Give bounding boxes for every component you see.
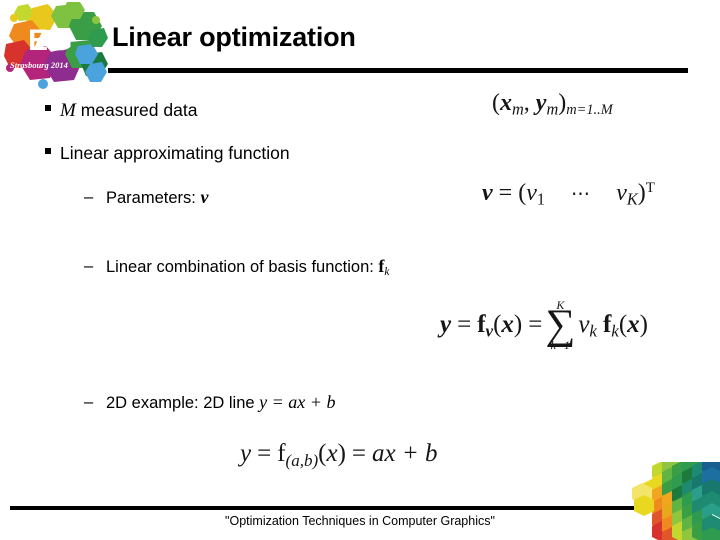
math-subscript-1: 1 xyxy=(536,189,546,209)
formula-data-pairs: (xm, ym)m=1..M xyxy=(492,90,613,117)
equals-sign: = xyxy=(528,310,543,338)
square-bullet-icon xyxy=(44,143,60,162)
sum-upper-limit: K xyxy=(556,298,565,312)
paren-close: ) xyxy=(639,310,648,338)
bullet-item-2d-example: – 2D example: 2D line y = ax + b xyxy=(84,392,335,413)
paren-open: ( xyxy=(318,440,327,467)
dash-bullet-icon: – xyxy=(84,393,94,411)
paren-open: ( xyxy=(492,90,500,116)
ellipsis: ⋯ xyxy=(571,184,591,205)
equals-sign: = xyxy=(457,310,472,338)
math-subscript-ab: (a,b) xyxy=(285,450,319,470)
math-symbol-M: M xyxy=(60,100,76,121)
bullet-item-linear-combination: – Linear combination of basis function: … xyxy=(84,256,390,279)
math-expression-line: y = ax + b xyxy=(259,392,336,412)
bullet-text: Linear approximating function xyxy=(60,143,290,163)
dash-bullet-icon: – xyxy=(84,188,94,206)
math-symbol-x: x xyxy=(500,90,512,116)
math-symbol-vK: v xyxy=(616,180,627,206)
math-symbol-f: f xyxy=(477,310,486,338)
math-symbol-v1: v xyxy=(526,180,537,206)
logo-polygons xyxy=(4,2,108,89)
bullet-text-label: 2D example: 2D line xyxy=(106,394,260,412)
math-symbol-x: x xyxy=(627,310,640,338)
bullet-text: 2D example: 2D line y = ax + b xyxy=(106,392,335,413)
math-subscript-k: k xyxy=(589,321,597,341)
bullet-text: M measured data xyxy=(60,100,197,122)
title-underline-rule xyxy=(108,68,688,73)
equals-sign: = xyxy=(498,180,513,206)
paren-close: ) xyxy=(337,440,346,467)
equals-sign: = xyxy=(257,440,272,467)
math-symbol-v: v xyxy=(200,187,209,207)
bullet-text-label: Linear combination of basis function: xyxy=(106,258,379,276)
math-expression-rhs: ax + b xyxy=(372,440,438,467)
math-subscript-m: m xyxy=(546,99,559,119)
equals-sign: = xyxy=(351,440,366,467)
paren-open: ( xyxy=(618,310,628,338)
svg-text:EG: EG xyxy=(28,24,73,57)
formula-parameter-vector: v = (v1 ⋯ vK)T xyxy=(482,180,655,207)
math-subscript-v: v xyxy=(485,321,494,341)
dash-bullet-icon: – xyxy=(84,257,94,275)
math-symbol-f: f xyxy=(378,256,385,276)
math-subscript-m: m xyxy=(512,99,524,119)
math-superscript-transpose: T xyxy=(645,179,655,196)
summation-operator: K ∑ k=1 xyxy=(545,299,575,351)
math-symbol-v: v xyxy=(482,180,493,206)
bullet-text: Parameters: v xyxy=(106,187,208,208)
logo-caption: Strasbourg 2014 xyxy=(10,60,68,70)
bullet-text-label: Parameters: xyxy=(106,189,201,207)
math-symbol-x: x xyxy=(501,310,514,338)
math-subscript-k: k xyxy=(384,266,390,279)
svg-text:Strasbourg 2014: Strasbourg 2014 xyxy=(10,60,68,70)
bullet-item-measured-data: M measured data xyxy=(44,100,197,122)
sigma-icon: ∑ xyxy=(545,302,576,348)
paren-close: ) xyxy=(513,310,523,338)
math-subscript-k: k xyxy=(611,321,619,341)
paren-close: ) xyxy=(637,180,646,206)
math-subscript-K: K xyxy=(626,189,638,209)
paren-open: ( xyxy=(518,180,527,206)
math-symbol-y: y xyxy=(535,90,547,116)
bullet-text: Linear combination of basis function: fk xyxy=(106,256,390,279)
comma: , xyxy=(523,90,530,116)
math-symbol-y: y xyxy=(440,310,452,338)
formula-line-equation: y = f(a,b)(x) = ax + b xyxy=(240,440,438,470)
sum-lower-limit: k=1 xyxy=(550,338,571,353)
paren-close: ) xyxy=(558,90,567,116)
hex-cluster xyxy=(632,462,720,540)
math-symbol-x: x xyxy=(326,440,338,467)
math-symbol-vk: v xyxy=(578,310,590,338)
math-subscript-range: m=1..M xyxy=(566,102,613,119)
paren-open: ( xyxy=(493,310,502,338)
formula-linear-combination: y = fv(x) = K ∑ k=1 vk fk(x) xyxy=(440,299,648,352)
math-symbol-f: f xyxy=(277,440,286,467)
footer-text: "Optimization Techniques in Computer Gra… xyxy=(225,514,495,528)
logo-wordmark: EG xyxy=(28,24,73,57)
slide-title: Linear optimization xyxy=(112,22,356,52)
eurographics-logo: EG Strasbourg 2014 xyxy=(4,2,108,92)
math-symbol-y: y xyxy=(240,440,252,467)
bullet-text-rest: measured data xyxy=(75,100,198,120)
bullet-item-linear-approximating-function: Linear approximating function xyxy=(44,143,290,164)
square-bullet-icon xyxy=(44,100,60,119)
bullet-item-parameters: – Parameters: v xyxy=(84,187,208,208)
footer-rule xyxy=(10,506,655,510)
math-symbol-fk: f xyxy=(602,310,612,338)
hex-decoration xyxy=(624,462,720,540)
